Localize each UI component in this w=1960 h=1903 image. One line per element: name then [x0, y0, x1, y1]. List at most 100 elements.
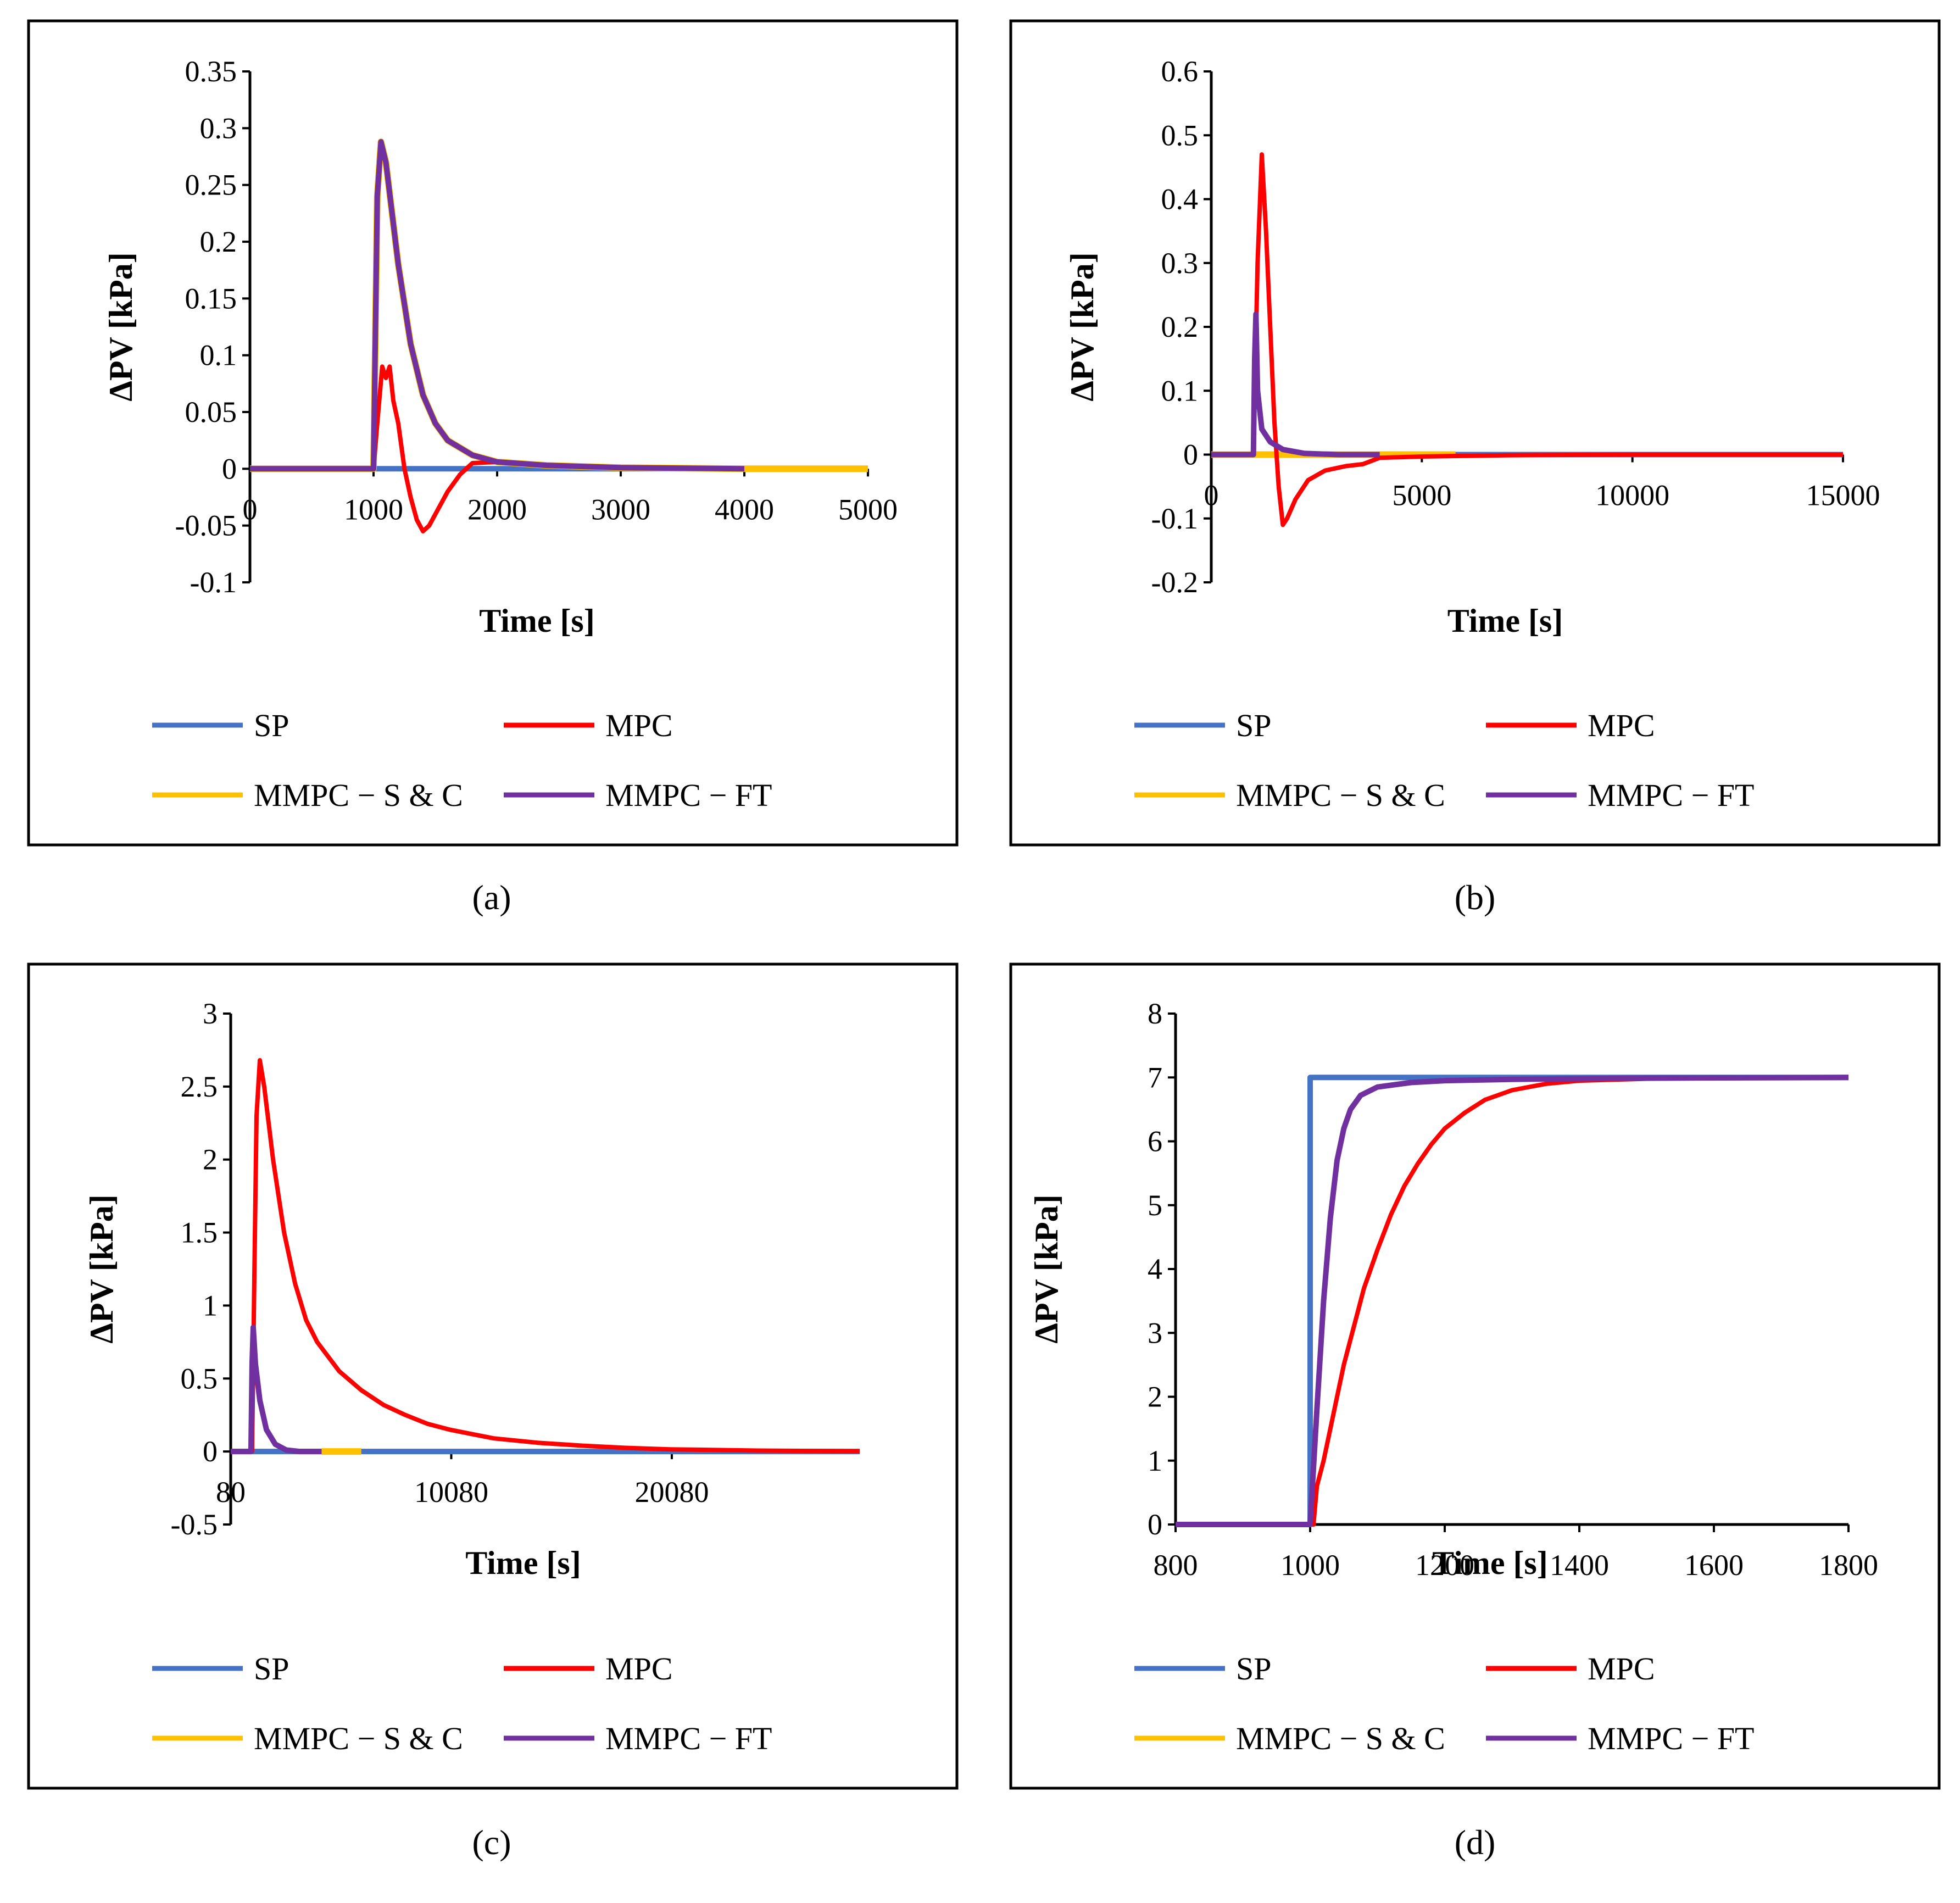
x-tick-label: 1400: [1550, 1549, 1609, 1582]
y-tick-label: 4: [1148, 1253, 1162, 1286]
x-tick-label: 1200: [1415, 1549, 1474, 1582]
panel-caption: (c): [472, 1823, 511, 1862]
y-tick-label: -0.05: [175, 509, 237, 542]
legend-label: MPC: [605, 1651, 673, 1687]
y-axis-title: ΔPV [kPa]: [1028, 1194, 1065, 1344]
y-tick-label: 0.5: [1161, 119, 1199, 152]
y-tick-label: 1: [1148, 1444, 1162, 1477]
y-tick-label: -0.5: [171, 1508, 218, 1541]
y-tick-label: 0.35: [185, 55, 237, 88]
x-tick-label: 1000: [344, 493, 403, 526]
y-tick-label: 3: [203, 997, 218, 1030]
x-tick-label: 1800: [1819, 1549, 1878, 1582]
legend-label: SP: [254, 708, 289, 743]
y-tick-label: 0.4: [1161, 183, 1199, 216]
series-line-mpc: [1176, 1075, 1849, 1527]
y-tick-label: 0.05: [185, 396, 237, 429]
y-tick-label: 0.25: [185, 169, 237, 202]
panel-frame: [27, 19, 959, 847]
x-tick-label: 10080: [414, 1476, 488, 1509]
panel-caption: (b): [1455, 878, 1496, 917]
legend-label: MPC: [1588, 708, 1655, 743]
y-axis-title: ΔPV [kPa]: [83, 1194, 120, 1344]
series-line-mpc: [1211, 152, 1843, 527]
y-tick-label: 0.15: [185, 282, 237, 315]
series-line-mmpc-ft: [231, 1325, 322, 1455]
legend-label: MMPC − S & C: [1236, 777, 1445, 813]
legend-label: MMPC − FT: [1588, 1721, 1754, 1756]
series-line-mmpc-ft: [1176, 1075, 1849, 1527]
legend-label: MPC: [1588, 1651, 1655, 1687]
series-line-sp: [1176, 1075, 1848, 1527]
series-line-mmpc-ft: [250, 139, 745, 472]
x-tick-label: 800: [1154, 1549, 1198, 1582]
legend-label: MMPC − FT: [605, 777, 772, 813]
x-tick-label: 0: [243, 493, 258, 526]
y-tick-label: 0: [1148, 1508, 1162, 1541]
legend-label: SP: [1236, 1651, 1272, 1687]
legend-label: MMPC − S & C: [1236, 1721, 1445, 1756]
legend-label: MPC: [605, 708, 673, 743]
x-tick-label: 80: [216, 1476, 246, 1509]
y-tick-label: 0.2: [200, 225, 237, 258]
x-axis-title: Time [s]: [465, 1545, 581, 1581]
y-tick-label: -0.2: [1151, 566, 1198, 599]
chart-panel-4: 0 1 2 3 4 5 6 7 8 800 1000 1200 1400 1600 1800 Time [s]…: [1009, 962, 1941, 1790]
y-tick-label: 0: [222, 452, 237, 485]
legend-label: MMPC − FT: [1588, 777, 1754, 813]
y-tick-label: 8: [1148, 997, 1162, 1030]
legend-label: MMPC − S & C: [254, 777, 463, 813]
y-axis-title: ΔPV [kPa]: [103, 252, 139, 402]
panel-caption: (d): [1455, 1823, 1496, 1862]
series-line-mpc: [231, 1058, 860, 1454]
x-tick-label: 2000: [467, 493, 527, 526]
x-tick-label: 20080: [634, 1476, 709, 1509]
y-tick-label: 0: [203, 1435, 218, 1468]
y-tick-label: 0.1: [200, 339, 237, 372]
panel-frame: [1009, 19, 1941, 847]
y-tick-label: 6: [1148, 1125, 1162, 1158]
panel-frame: [1009, 962, 1941, 1790]
y-tick-label: 1: [203, 1289, 218, 1322]
y-tick-label: 0.3: [200, 112, 237, 144]
series-group: [231, 1058, 860, 1455]
y-tick-label: 0.1: [1161, 374, 1199, 407]
x-tick-label: 5000: [1392, 479, 1451, 512]
y-tick-label: 0.6: [1161, 55, 1199, 88]
x-tick-label: 4000: [715, 493, 774, 526]
series-group: [1211, 152, 1843, 527]
x-tick-label: 0: [1204, 479, 1219, 512]
legend-label: MMPC − S & C: [254, 1721, 463, 1756]
series-group: [250, 138, 868, 533]
y-tick-label: 0.5: [181, 1362, 218, 1395]
y-tick-label: 3: [1148, 1316, 1162, 1349]
legend-label: SP: [1236, 708, 1272, 743]
chart-panel-3: -0.5 0 0.5 1 1.5 2 2.5 3 80 10080 20080 Time [s] ΔPV…: [27, 962, 959, 1790]
legend-label: SP: [254, 1651, 289, 1687]
chart-panel-2: -0.2-0.100.10.20.30.40.50.60 5000 10000 150…: [1009, 19, 1941, 847]
y-tick-label: 2: [203, 1143, 218, 1176]
series-line-mmpc-s-c: [250, 138, 868, 472]
series-group: [1176, 1075, 1849, 1527]
y-tick-label: 7: [1148, 1061, 1162, 1094]
panel-caption: (a): [472, 878, 511, 917]
y-tick-label: 2: [1148, 1381, 1162, 1414]
legend-label: MMPC − FT: [605, 1721, 772, 1756]
y-tick-label: 0.2: [1161, 310, 1199, 343]
y-tick-label: 5: [1148, 1189, 1162, 1222]
panel-frame: [27, 962, 959, 1790]
x-tick-label: 1600: [1684, 1549, 1744, 1582]
y-tick-label: 0.3: [1161, 247, 1199, 280]
x-axis-title: Time [s]: [479, 603, 595, 639]
x-tick-label: 10000: [1595, 479, 1669, 512]
y-tick-label: 2.5: [181, 1070, 218, 1103]
x-axis-title: Time [s]: [1447, 603, 1563, 639]
y-tick-label: 1.5: [181, 1216, 218, 1249]
y-tick-label: -0.1: [190, 566, 237, 599]
x-tick-label: 15000: [1806, 479, 1880, 512]
x-axis-title: Time [s]: [1432, 1545, 1548, 1581]
x-tick-label: 3000: [591, 493, 650, 526]
y-axis-title: ΔPV [kPa]: [1064, 252, 1100, 402]
